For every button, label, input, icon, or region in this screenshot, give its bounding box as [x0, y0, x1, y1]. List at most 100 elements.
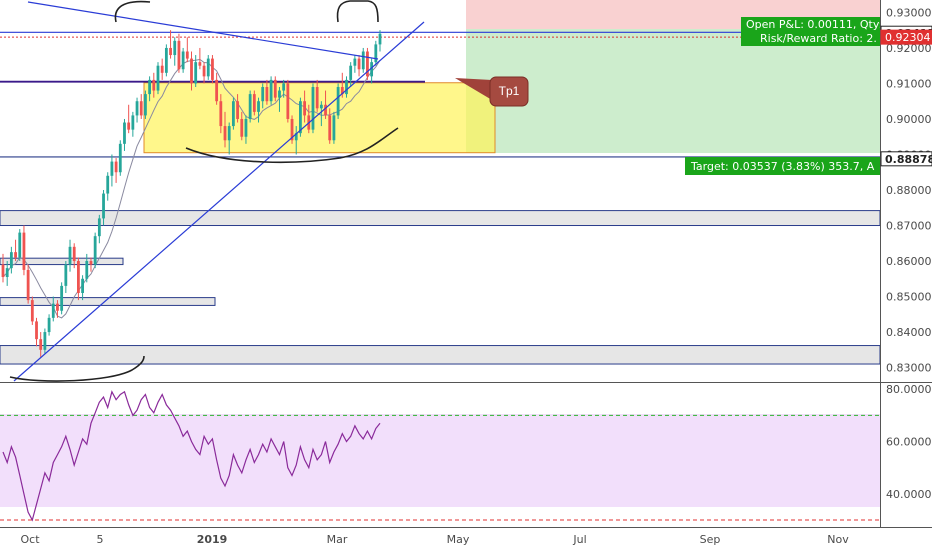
candle: [68, 239, 72, 272]
candle: [248, 90, 252, 123]
candle: [303, 90, 306, 123]
rsi-band: [0, 414, 880, 507]
candle: [181, 47, 185, 73]
drawn-curve-under-box: [185, 127, 399, 164]
candle: [35, 317, 38, 347]
descending-trendline[interactable]: [27, 1, 379, 60]
ascending-trendline[interactable]: [13, 21, 425, 382]
candle: [22, 225, 26, 276]
time-tick-label: Sep: [700, 533, 721, 546]
candle: [93, 232, 97, 269]
candle: [353, 55, 357, 73]
rsi-tick-label: 80.0000: [886, 383, 932, 396]
candle: [273, 76, 277, 102]
candle: [148, 76, 152, 102]
candle: [202, 62, 206, 84]
drawn-curve-top-right: [336, 0, 379, 23]
drawn-curve-top-left: [114, 0, 151, 23]
candle: [219, 94, 223, 134]
price-tick-label: 0.92000: [886, 42, 932, 55]
candle: [265, 79, 269, 105]
candle: [349, 62, 353, 88]
reward-zone: [466, 29, 880, 153]
candle: [345, 76, 348, 98]
candle: [89, 257, 93, 272]
candle: [206, 55, 210, 80]
time-axis[interactable]: Oct 5 2019 Mar May Jul Sep Nov: [20, 533, 849, 546]
target-text: Target: 0.03537 (3.83%) 353.7, A: [690, 160, 875, 173]
candle: [231, 97, 235, 130]
candle: [60, 282, 64, 315]
candle: [328, 108, 332, 144]
candle: [1, 253, 5, 283]
candle: [160, 58, 164, 80]
consolidation-box[interactable]: [143, 82, 496, 154]
time-tick-label: Jul: [572, 533, 586, 546]
candle: [257, 97, 260, 123]
rsi-pane[interactable]: 40.0000 60.0000 80.0000: [0, 383, 932, 522]
candle: [332, 111, 336, 144]
candle: [72, 243, 76, 269]
tp1-bubble: [489, 76, 529, 107]
price-axis[interactable]: 0.83000 0.84000 0.85000 0.86000 0.87000 0.880…: [886, 6, 932, 374]
position-info-box[interactable]: Open P&L: 0.00111, Qty: Risk/Reward Rati…: [741, 17, 882, 46]
candle: [290, 115, 294, 144]
price-tick-label: 0.83000: [886, 362, 932, 375]
candle: [30, 296, 34, 325]
candle: [123, 118, 126, 151]
candle: [361, 47, 365, 73]
candle: [190, 51, 193, 91]
candle: [240, 111, 244, 141]
candle: [118, 140, 122, 176]
open-pnl-text: Open P&L: 0.00111, Qty:: [746, 18, 882, 31]
price-tick-label: 0.87000: [886, 220, 932, 233]
candle: [227, 122, 231, 155]
tp1-pointer: [455, 78, 492, 100]
candle: [198, 47, 202, 70]
candle: [106, 172, 110, 201]
time-tick-label: 2019: [197, 533, 228, 546]
candle: [144, 90, 147, 119]
support-zone[interactable]: [0, 210, 881, 227]
support-zone[interactable]: [0, 297, 216, 306]
price-pane[interactable]: Tp1 Open P&L: 0.00111, Qty: Risk/Reward …: [0, 0, 882, 382]
candle: [286, 79, 290, 123]
candle: [127, 104, 131, 134]
support-zone[interactable]: [0, 257, 124, 266]
time-tick-label: 5: [97, 533, 104, 546]
candle: [5, 261, 9, 286]
tp1-callout[interactable]: Tp1: [455, 76, 529, 107]
candle: [366, 47, 369, 80]
candle: [282, 79, 286, 98]
candle: [278, 87, 281, 112]
candle: [43, 328, 47, 354]
candle: [378, 30, 382, 52]
candle: [370, 58, 374, 84]
support-zone[interactable]: [0, 345, 881, 365]
candle: [14, 239, 17, 262]
candle: [311, 83, 315, 134]
candle: [152, 72, 156, 98]
candle: [77, 257, 80, 301]
price-tick-label: 0.90000: [886, 113, 932, 126]
candle: [97, 214, 101, 244]
candle: [102, 190, 105, 226]
candle: [110, 154, 114, 187]
candle: [26, 264, 30, 304]
candle: [47, 314, 51, 336]
svg-text:0.92304: 0.92304: [885, 31, 931, 44]
candle: [39, 332, 43, 357]
candle: [185, 37, 189, 63]
rsi-line: [2, 390, 381, 522]
price-tick-label: 0.88000: [886, 184, 932, 197]
target-info-box[interactable]: Target: 0.03537 (3.83%) 353.7, A: [685, 157, 880, 175]
candle: [223, 111, 227, 148]
price-tick-label: 0.86000: [886, 255, 932, 268]
candle: [261, 83, 265, 109]
candle: [51, 296, 55, 322]
candle: [114, 158, 118, 183]
price-tick-label: 0.84000: [886, 326, 932, 339]
candle: [215, 72, 219, 105]
candle: [177, 33, 181, 73]
